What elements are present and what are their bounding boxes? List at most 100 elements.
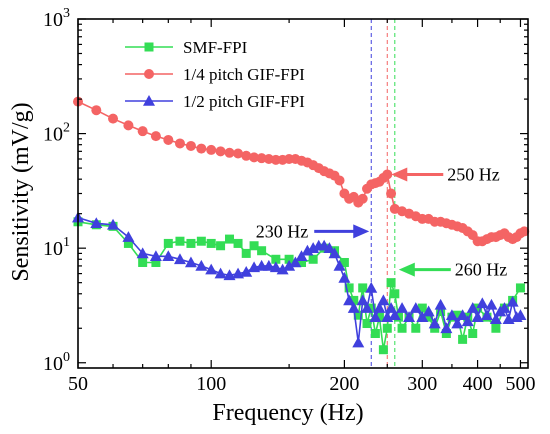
data-point — [123, 238, 133, 248]
data-point — [358, 283, 368, 293]
annotation-label: 230 Hz — [256, 221, 309, 241]
data-point — [276, 263, 289, 275]
data-point — [361, 302, 374, 313]
data-point — [233, 238, 243, 248]
data-point — [283, 259, 296, 271]
data-point — [441, 329, 451, 339]
data-point — [434, 298, 447, 310]
data-point — [175, 236, 185, 246]
annotation-label: 250 Hz — [447, 164, 500, 184]
data-point — [366, 303, 376, 313]
data-point — [386, 188, 397, 199]
x-tick-label: 50 — [68, 373, 88, 395]
data-point — [123, 120, 134, 131]
data-point — [215, 146, 226, 157]
data-point — [411, 323, 421, 333]
annotation-arrow-head — [353, 224, 370, 239]
legend-label: 1/4 pitch GIF-FPI — [183, 65, 305, 84]
data-point — [378, 345, 388, 355]
data-point — [163, 238, 173, 248]
data-point — [196, 143, 207, 154]
data-point — [373, 302, 386, 313]
data-point — [196, 236, 206, 246]
data-point — [256, 153, 267, 164]
data-point — [308, 254, 318, 264]
data-point — [214, 267, 227, 279]
data-point — [205, 263, 218, 275]
data-point — [137, 126, 148, 137]
data-point — [174, 138, 185, 149]
data-point — [347, 302, 360, 313]
legend-label: SMF-FPI — [183, 38, 248, 57]
data-point — [269, 261, 282, 273]
annotation-1: 250 Hz — [391, 164, 500, 184]
data-point — [206, 144, 217, 155]
x-tick-label: 500 — [505, 373, 535, 395]
data-point — [357, 193, 368, 204]
data-point — [206, 238, 216, 248]
data-point — [284, 254, 294, 264]
series-2 — [72, 211, 527, 348]
data-point — [241, 150, 252, 161]
data-point — [224, 147, 235, 158]
x-axis-title: Frequency (Hz) — [212, 400, 363, 426]
data-point — [458, 334, 468, 344]
data-point — [343, 294, 356, 306]
data-point — [241, 248, 251, 258]
data-point — [249, 152, 260, 163]
y-tick-label: 103 — [43, 6, 70, 31]
data-point — [506, 295, 519, 307]
legend-marker — [143, 95, 155, 106]
data-point — [249, 241, 259, 251]
data-point — [344, 283, 354, 293]
data-point — [91, 105, 102, 116]
data-point — [424, 312, 434, 322]
data-point — [498, 302, 511, 313]
data-point — [138, 257, 148, 267]
legend-label: 1/2 pitch GIF-FPI — [183, 92, 305, 111]
data-point — [471, 311, 484, 322]
legend-entry-1: 1/4 pitch GIF-FPI — [125, 65, 305, 84]
data-point — [417, 303, 427, 313]
annotation-label: 260 Hz — [455, 260, 508, 280]
data-point — [370, 329, 380, 339]
data-point — [257, 246, 267, 256]
data-point — [374, 312, 384, 322]
data-point — [445, 309, 458, 321]
data-point — [451, 317, 464, 329]
data-point — [323, 242, 336, 253]
data-point — [173, 253, 186, 265]
data-point — [466, 302, 479, 313]
annotation-arrow-head — [398, 262, 415, 277]
data-point — [514, 309, 527, 321]
data-point — [271, 254, 281, 264]
data-point — [356, 294, 369, 306]
data-point — [476, 297, 489, 309]
data-point — [519, 226, 530, 237]
data-point — [163, 134, 174, 145]
data-point — [328, 247, 341, 259]
data-point — [390, 289, 400, 299]
annotation-arrow-head — [391, 167, 408, 182]
data-point — [353, 310, 363, 320]
data-point — [289, 256, 302, 268]
data-point — [233, 148, 244, 159]
data-point — [428, 317, 441, 329]
data-point — [452, 310, 462, 320]
data-point — [515, 283, 525, 293]
data-point — [456, 309, 469, 321]
x-tick-label: 300 — [407, 373, 437, 395]
data-point — [108, 113, 119, 124]
data-point — [339, 257, 349, 267]
y-axis-title: Sensitivity (mV/g) — [8, 102, 34, 281]
data-point — [489, 313, 502, 324]
data-point — [388, 309, 401, 321]
data-point — [295, 250, 308, 262]
data-point — [382, 323, 392, 333]
data-point — [369, 311, 382, 322]
data-point — [377, 294, 390, 306]
y-tick-label: 101 — [43, 235, 70, 260]
legend-entry-0: SMF-FPI — [125, 38, 248, 57]
